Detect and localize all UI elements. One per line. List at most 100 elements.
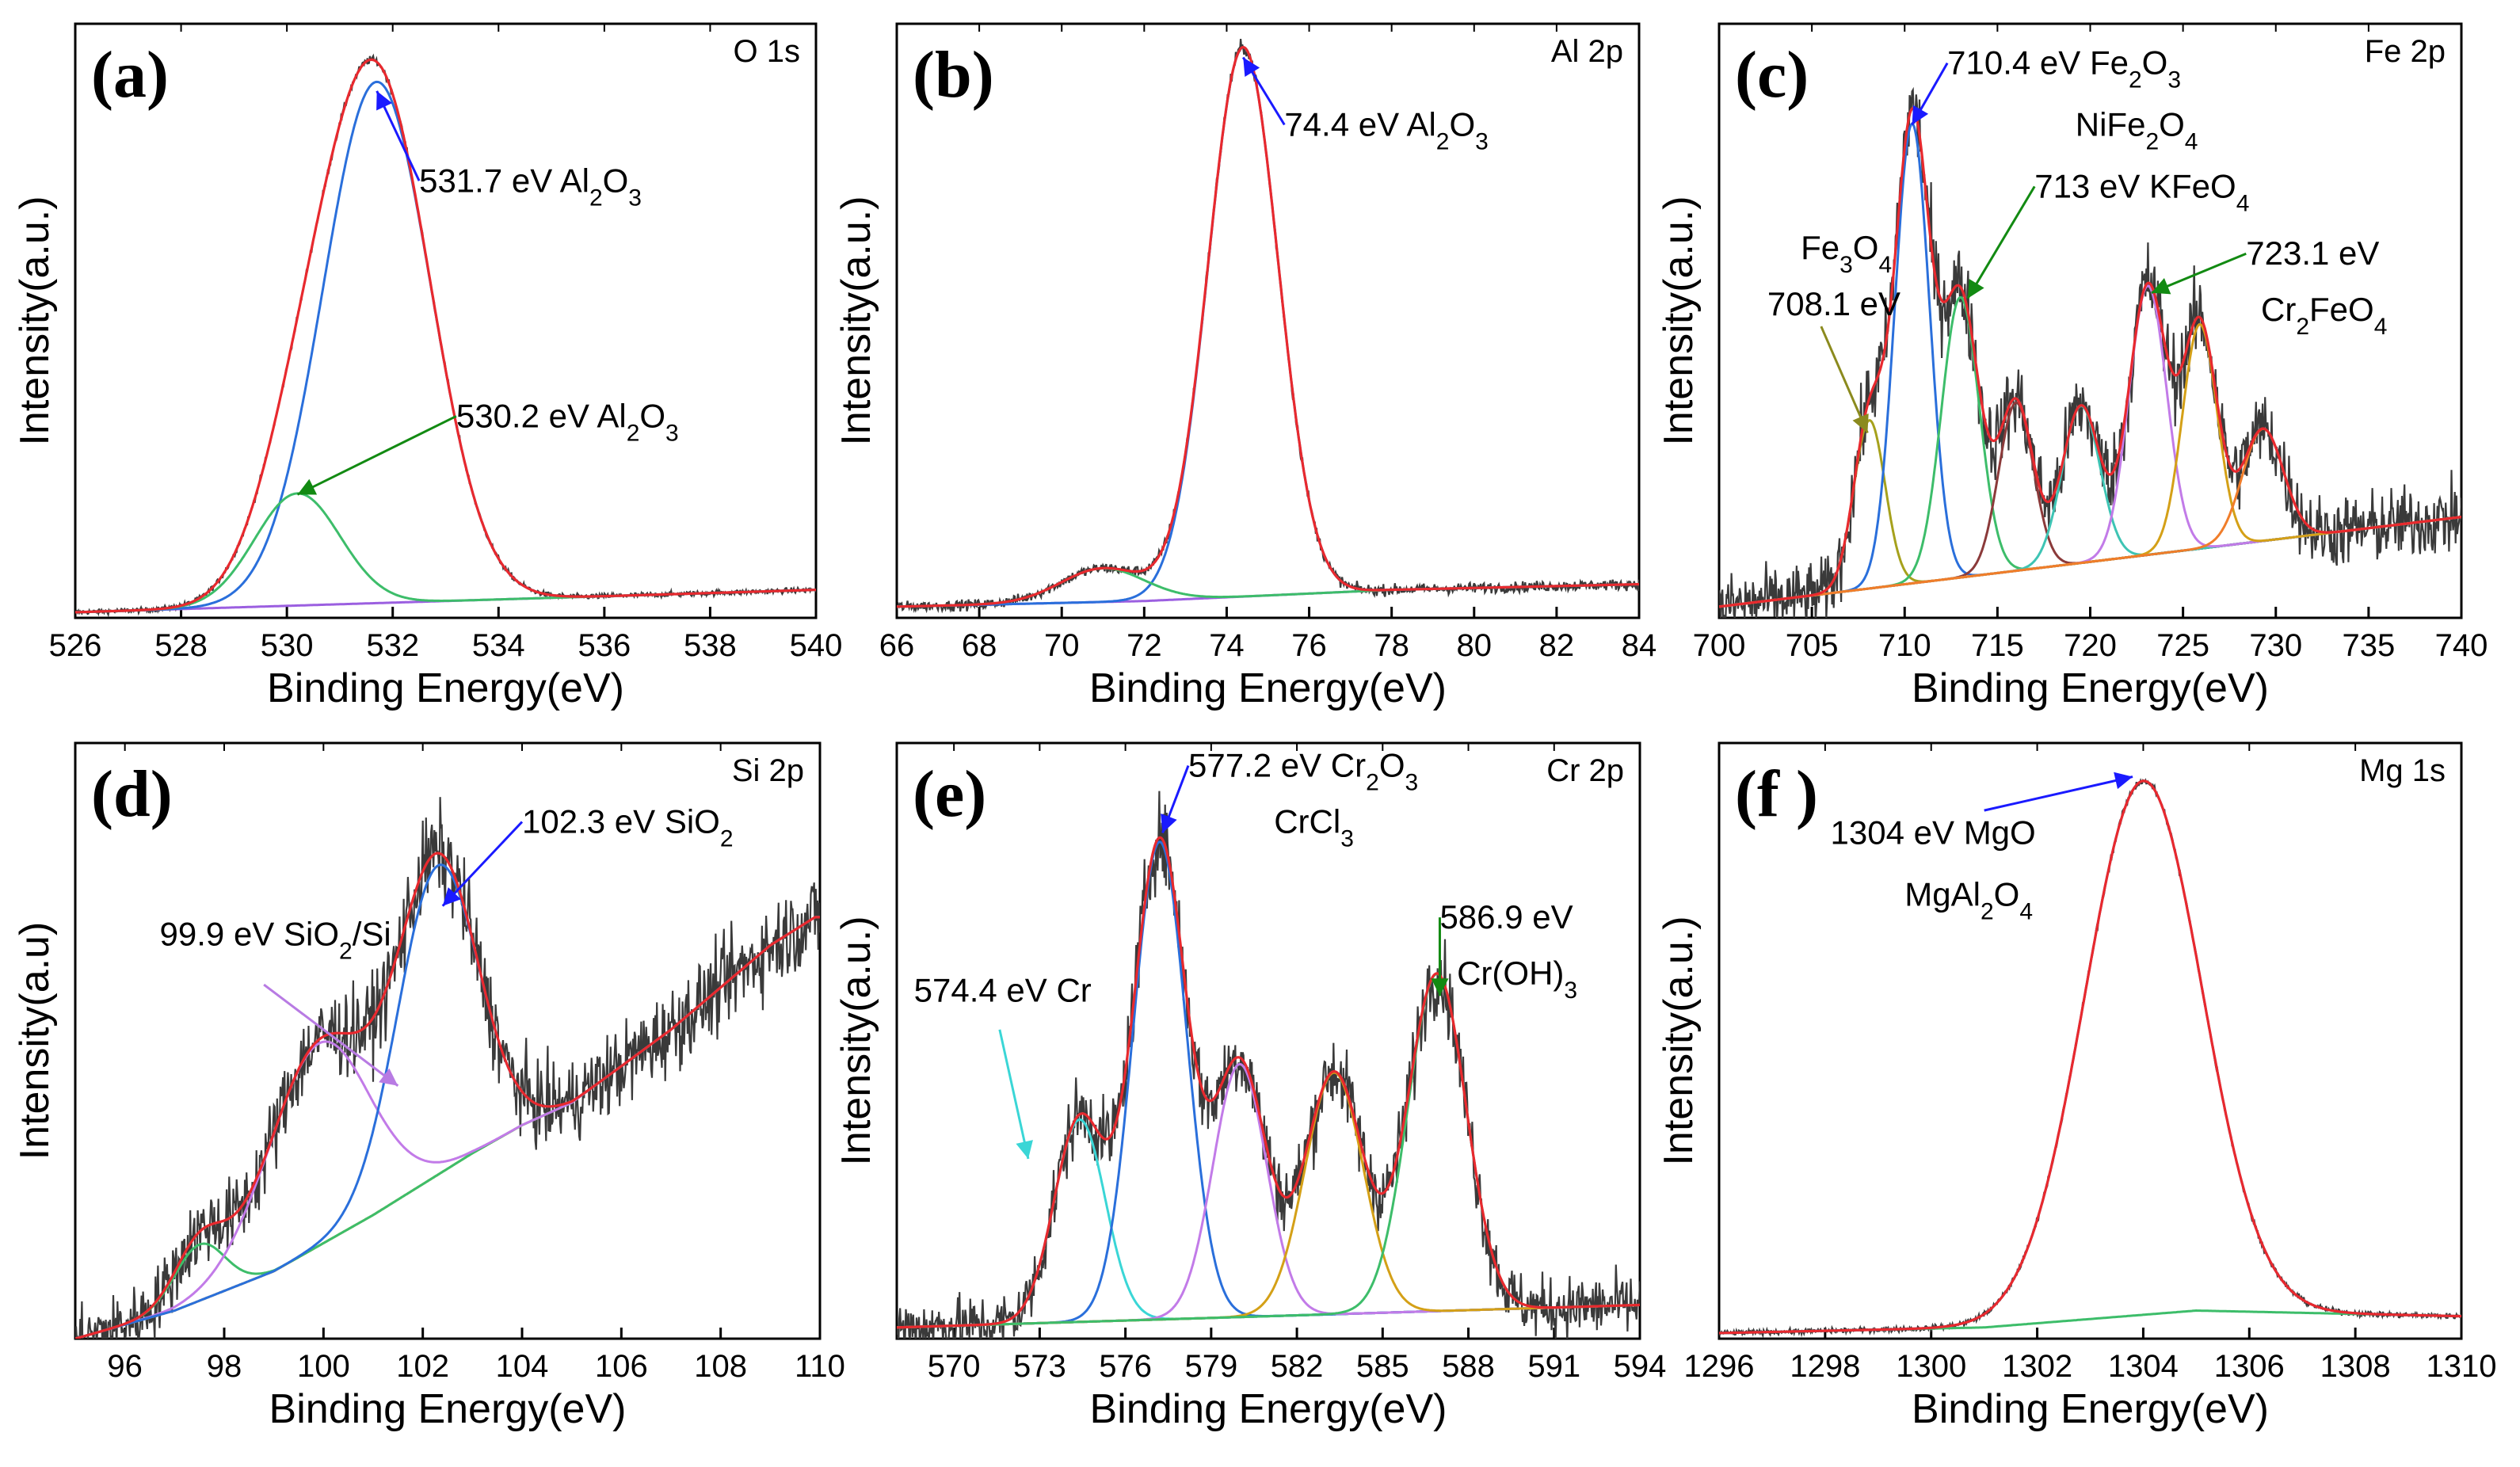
element-label: Fe 2p: [2365, 34, 2446, 69]
raw-spectrum-line: [75, 53, 816, 618]
plot-frame: [74, 22, 818, 619]
annotation-label: 577.2 eV Cr2O3: [1188, 747, 1418, 796]
y-axis-title: Intensity(a.u.): [1656, 196, 1702, 445]
annotation-arrow: [1820, 326, 1869, 434]
element-label: Si 2p: [732, 753, 804, 788]
raw-spectrum-line: [75, 797, 820, 1339]
x-axis-title: Binding Energy(eV): [1912, 665, 2269, 711]
annotation-arrowhead: [2114, 772, 2133, 790]
annotation-arrowhead: [1243, 57, 1260, 77]
x-tick-label: 1296: [1684, 1349, 1755, 1384]
x-tick-label: 1302: [2002, 1349, 2072, 1384]
x-tick-label: 100: [297, 1349, 350, 1384]
x-tick-label: 730: [2249, 628, 2302, 663]
annotation-arrowhead: [2151, 278, 2171, 295]
annotation-label: 102.3 eV SiO2: [522, 803, 734, 852]
element-label: Cr 2p: [1546, 753, 1624, 788]
x-tick-label: 588: [1442, 1349, 1495, 1384]
annotation-label: 586.9 eV: [1439, 898, 1573, 935]
panel-label: (d): [91, 757, 173, 831]
annotation-arrowhead: [1431, 978, 1449, 996]
x-tick-label: 76: [1291, 628, 1327, 663]
x-axis-title: Binding Energy(eV): [267, 665, 624, 711]
panel-label: (b): [913, 38, 994, 112]
annotation-label: 1304 eV MgO: [1831, 814, 2036, 852]
x-tick-label: 532: [366, 628, 419, 663]
x-tick-label: 82: [1539, 628, 1575, 663]
element-label: Al 2p: [1551, 34, 1623, 69]
annotation-arrowhead: [376, 90, 393, 111]
panel-label: (a): [91, 38, 169, 112]
plot-frame: [74, 741, 822, 1340]
x-tick-label: 96: [107, 1349, 143, 1384]
annotation-label: 713 eV KFeO4: [2034, 167, 2249, 216]
fit-envelope-line: [75, 852, 820, 1339]
x-tick-label: 705: [1786, 628, 1839, 663]
annotation-label: 99.9 eV SiO2/Si: [160, 915, 391, 964]
x-tick-label: 576: [1099, 1349, 1152, 1384]
peak-component-580: [897, 1062, 1640, 1329]
x-tick-label: 72: [1127, 628, 1162, 663]
raw-spectrum-line: [1719, 86, 2461, 618]
x-tick-label: 585: [1356, 1349, 1409, 1384]
x-tick-label: 84: [1622, 628, 1657, 663]
annotation-label: Cr(OH)3: [1457, 955, 1577, 1004]
annotation-label: 723.1 eV: [2246, 234, 2379, 272]
x-tick-label: 108: [694, 1349, 747, 1384]
x-tick-label: 579: [1184, 1349, 1237, 1384]
panel-a: 526 528 530 532 534 536 538 540 Binding Energy(e…: [12, 22, 842, 711]
x-tick-label: 66: [879, 628, 915, 663]
x-tick-label: 1306: [2214, 1349, 2285, 1384]
fit-envelope-line: [1719, 779, 2461, 1335]
annotation-arrowhead: [1912, 105, 1929, 125]
y-axis-title: Intensity(a.u.): [833, 916, 879, 1165]
peak-component-723-1: [1719, 284, 2461, 608]
x-tick-label: 715: [1971, 628, 2024, 663]
annotation-arrowhead: [1967, 279, 1984, 299]
y-axis-title: Intensity(a.u): [12, 922, 58, 1160]
x-tick-label: 573: [1013, 1349, 1066, 1384]
panel-c: 700 705 710 715 720 725 730 735 740 Binding Energ…: [1656, 22, 2488, 711]
annotation-label: 530.2 eV Al2O3: [456, 397, 679, 446]
peak-component-583-3: [897, 1071, 1640, 1329]
annotation-arrow: [998, 1029, 1030, 1160]
x-tick-label: 80: [1457, 628, 1493, 663]
x-axis-title: Binding Energy(eV): [1912, 1386, 2269, 1432]
x-tick-label: 110: [795, 1349, 845, 1384]
panel-label: (f ): [1735, 757, 1818, 831]
x-tick-label: 530: [261, 628, 314, 663]
annotation-label: 574.4 eV Cr: [914, 971, 1092, 1008]
x-tick-label: 700: [1693, 628, 1746, 663]
annotation-arrowhead: [442, 887, 461, 906]
y-axis-title: Intensity(a.u.): [12, 196, 58, 445]
raw-spectrum-line: [897, 39, 1639, 614]
annotation-arrowhead: [297, 478, 318, 495]
element-label: Mg 1s: [2359, 753, 2446, 788]
peak-component-1304: [1719, 779, 2461, 1335]
x-tick-label: 102: [396, 1349, 449, 1384]
x-tick-label: 591: [1527, 1349, 1580, 1384]
x-tick-label: 740: [2435, 628, 2488, 663]
x-tick-label: 1308: [2320, 1349, 2391, 1384]
x-tick-label: 1304: [2108, 1349, 2179, 1384]
panel-f: 1296 1298 1300 1302 1304 1306 1308 1310 Binding …: [1656, 741, 2497, 1432]
x-tick-label: 78: [1374, 628, 1409, 663]
annotation-label: 74.4 eV Al2O3: [1284, 106, 1489, 155]
annotation-arrow: [1984, 775, 2133, 812]
panel-b: 66 68 70 72 74 76 78 80 82 84 Binding Energy(eV) In…: [833, 22, 1657, 711]
x-tick-label: 735: [2343, 628, 2396, 663]
x-tick-label: 1298: [1790, 1349, 1860, 1384]
annotation-label: Fe3O4: [1801, 229, 1892, 278]
element-label: O 1s: [734, 34, 800, 69]
x-tick-label: 98: [207, 1349, 242, 1384]
x-axis-title: Binding Energy(eV): [269, 1386, 627, 1432]
annotation-label: 708.1 eV: [1767, 285, 1900, 322]
annotation-label: NiFe2O4: [2076, 106, 2198, 155]
plot-frame: [895, 741, 1641, 1340]
plot-frame: [1717, 741, 2463, 1340]
annotation-arrowhead: [1016, 1140, 1033, 1159]
x-tick-label: 1310: [2427, 1349, 2497, 1384]
x-axis-title: Binding Energy(eV): [1090, 1386, 1447, 1432]
x-tick-label: 582: [1271, 1349, 1324, 1384]
